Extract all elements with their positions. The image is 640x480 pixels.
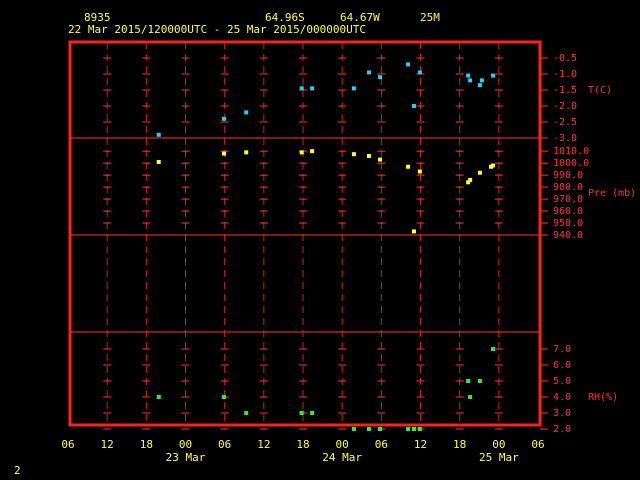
point [490, 163, 495, 168]
point [468, 78, 473, 83]
y-tick-label: 970.0 [553, 194, 583, 205]
x-tick-label: 00 [179, 438, 192, 451]
y-tick-label: -0.5 [553, 53, 577, 64]
y-tick-label: -3.0 [553, 133, 577, 144]
y-tick-label: 7.0 [553, 344, 571, 355]
y-axis-label: Pre (mb) [588, 188, 636, 199]
point [351, 152, 356, 157]
y-tick-label: 4.0 [553, 392, 571, 403]
point [406, 427, 411, 431]
point [222, 151, 227, 156]
point [366, 153, 371, 158]
y-tick-label: -2.0 [553, 101, 577, 112]
point [156, 132, 161, 137]
y-tick-label: -1.0 [553, 69, 577, 80]
y-tick-label: 5.0 [553, 376, 571, 387]
point [222, 395, 227, 399]
point [468, 177, 473, 182]
point [366, 427, 371, 431]
point [466, 73, 471, 78]
x-tick-label: 18 [296, 438, 309, 451]
x-tick-label: 18 [453, 438, 466, 451]
y-tick-label: -2.5 [553, 117, 577, 128]
date-label: 24 Mar [322, 451, 362, 464]
y-tick-label: 2.0 [553, 424, 571, 435]
point [417, 427, 422, 431]
period: 22 Mar 2015/120000UTC - 25 Mar 2015/0000… [68, 23, 366, 36]
point [411, 104, 416, 108]
y-axis-label: RH(%) [588, 392, 618, 403]
point [310, 149, 315, 154]
point [222, 116, 227, 121]
point [299, 150, 304, 155]
y-tick-label: -1.5 [553, 85, 577, 96]
x-tick-label: 12 [414, 438, 427, 451]
station: 8935 [84, 11, 111, 24]
date-label: 23 Mar [166, 451, 206, 464]
point [310, 86, 315, 91]
point [156, 159, 161, 164]
point [244, 150, 249, 155]
longitude: 64.67W [340, 11, 380, 24]
y-tick-label: 950.0 [553, 218, 583, 229]
point [466, 180, 471, 185]
x-tick-label: 12 [101, 438, 114, 451]
x-tick-label: 06 [61, 438, 74, 451]
point [299, 86, 304, 91]
y-tick-label: 3.0 [553, 408, 571, 419]
point [366, 70, 371, 75]
y-tick-label: 6.0 [553, 360, 571, 371]
y-tick-label: 1000.0 [553, 158, 589, 169]
point [406, 62, 411, 67]
point [477, 379, 482, 383]
point [244, 110, 249, 115]
y-tick-label: 960.0 [553, 206, 583, 217]
point [466, 379, 471, 383]
point [417, 169, 422, 174]
y-tick-label: 1010.0 [553, 146, 589, 157]
x-tick-label: 06 [218, 438, 231, 451]
x-tick-label: 06 [531, 438, 544, 451]
date-label: 25 Mar [479, 451, 519, 464]
point [378, 157, 383, 162]
point [351, 427, 356, 431]
footer: 2 [14, 464, 21, 477]
point [411, 427, 416, 431]
x-tick-label: 00 [492, 438, 505, 451]
y-tick-label: 940.0 [553, 230, 583, 241]
x-tick-label: 18 [140, 438, 153, 451]
y-axis-label: T(C) [588, 85, 612, 96]
point [351, 86, 356, 91]
point [477, 170, 482, 175]
point [411, 229, 416, 234]
point [378, 75, 383, 80]
point [468, 395, 473, 399]
point [310, 411, 315, 415]
point [156, 395, 161, 399]
x-tick-label: 00 [336, 438, 349, 451]
elevation: 25M [420, 11, 440, 24]
y-tick-label: 990.0 [553, 170, 583, 181]
y-tick-label: 980.0 [553, 182, 583, 193]
x-tick-label: 06 [375, 438, 388, 451]
point [490, 347, 495, 351]
point [244, 411, 249, 415]
point [299, 411, 304, 415]
point [477, 83, 482, 88]
point [406, 164, 411, 169]
point [490, 73, 495, 78]
latitude: 64.96S [265, 11, 305, 24]
x-tick-label: 12 [257, 438, 270, 451]
point [417, 70, 422, 75]
frame [68, 40, 542, 427]
point [479, 78, 484, 83]
point [378, 427, 383, 431]
